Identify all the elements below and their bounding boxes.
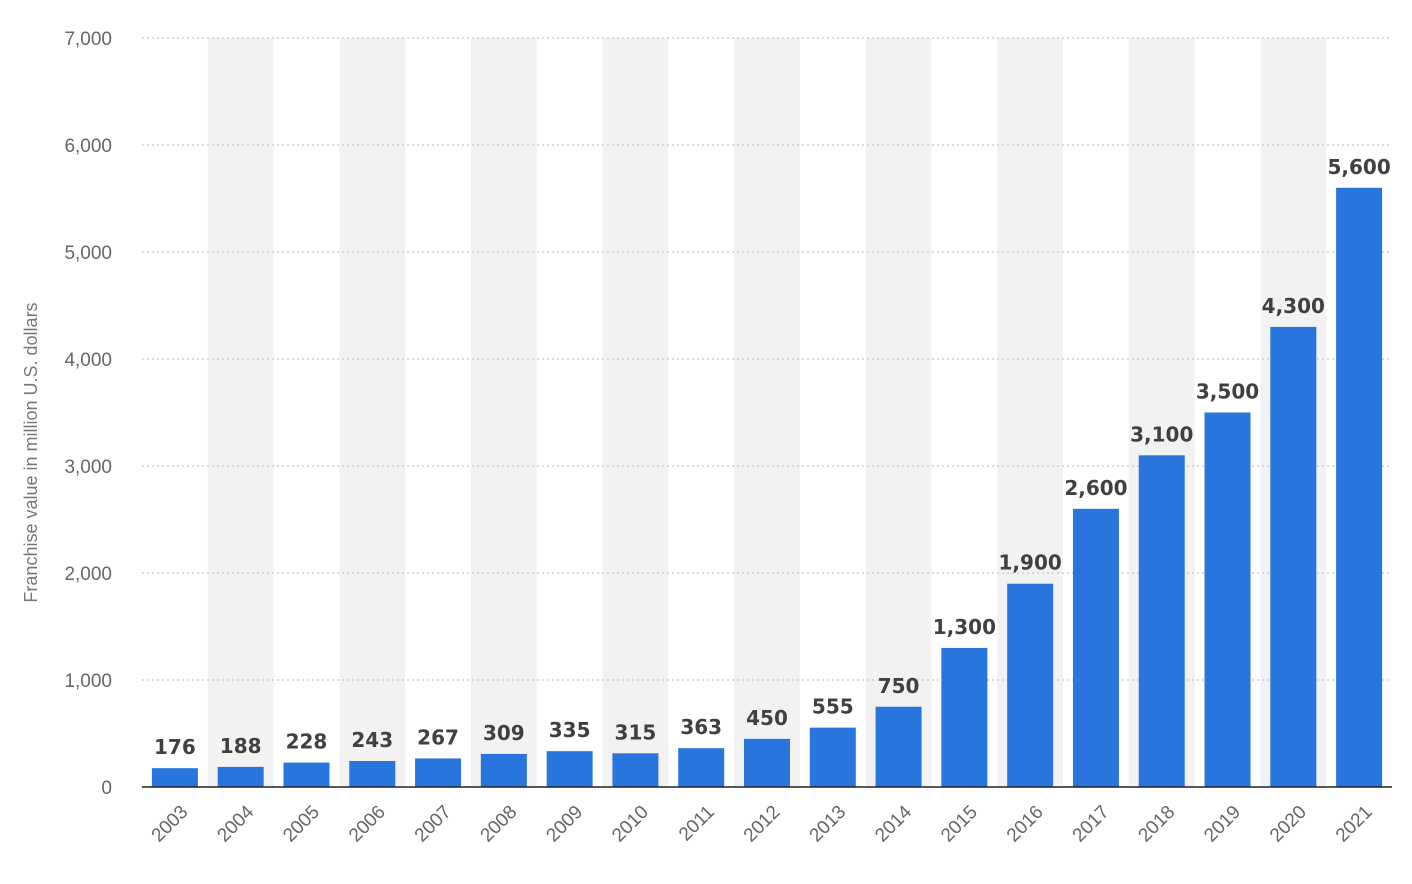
x-tick-label-2013: 2013 — [806, 802, 851, 847]
bar-2015[interactable] — [941, 647, 988, 787]
data-label-2015: 1,300 — [933, 615, 996, 639]
data-label-2020: 4,300 — [1262, 294, 1325, 318]
x-tick-label-2004: 2004 — [213, 801, 258, 846]
x-tick-label-2020: 2020 — [1266, 802, 1311, 847]
y-axis-title: Franchise value in million U.S. dollars — [21, 302, 41, 602]
data-label-2005: 228 — [286, 730, 328, 754]
y-tick-label: 1,000 — [64, 671, 112, 692]
bar-2008[interactable] — [480, 753, 527, 787]
y-tick-label: 7,000 — [64, 29, 112, 50]
y-tick-label: 6,000 — [64, 136, 112, 157]
data-label-2018: 3,100 — [1130, 422, 1193, 446]
x-tick-label-2018: 2018 — [1135, 802, 1180, 847]
band-2006 — [339, 38, 406, 787]
y-tick-label: 5,000 — [64, 243, 112, 264]
bar-2004[interactable] — [217, 766, 264, 787]
y-tick-label: 2,000 — [64, 564, 112, 585]
bar-2005[interactable] — [283, 762, 330, 787]
bar-2007[interactable] — [415, 758, 462, 787]
x-tick-label-2021: 2021 — [1332, 802, 1377, 847]
x-tick-label-2003: 2003 — [148, 802, 193, 847]
band-2004 — [207, 38, 274, 787]
band-2008 — [470, 38, 537, 787]
y-axis-ticks: 0 1,000 2,000 3,000 4,000 5,000 6,000 7,000 — [64, 29, 112, 799]
data-label-2013: 555 — [812, 695, 854, 719]
data-label-2014: 750 — [878, 674, 920, 698]
x-tick-label-2010: 2010 — [608, 802, 653, 847]
bar-2012[interactable] — [744, 738, 790, 787]
data-label-2021: 5,600 — [1327, 155, 1390, 179]
bar-2014[interactable] — [875, 706, 922, 787]
x-tick-label-2009: 2009 — [542, 802, 587, 847]
data-label-2003: 176 — [154, 735, 196, 759]
x-tick-label-2005: 2005 — [279, 802, 324, 847]
y-tick-label: 0 — [101, 778, 112, 799]
y-tick-label: 3,000 — [64, 457, 112, 478]
bar-2010[interactable] — [612, 753, 659, 787]
band-2010 — [602, 38, 669, 787]
data-label-2012: 450 — [746, 706, 788, 730]
data-label-2008: 309 — [483, 721, 525, 745]
x-tick-label-2017: 2017 — [1069, 802, 1114, 847]
bar-2021[interactable] — [1336, 187, 1383, 788]
band-2014 — [865, 38, 932, 787]
x-tick-label-2019: 2019 — [1200, 802, 1245, 847]
bar-2006[interactable] — [349, 760, 396, 787]
y-tick-label: 4,000 — [64, 350, 112, 371]
x-tick-label-2011: 2011 — [675, 802, 719, 846]
bar-2011[interactable] — [678, 748, 725, 787]
bar-2013[interactable] — [809, 727, 856, 787]
data-label-2016: 1,900 — [999, 551, 1062, 575]
data-label-2007: 267 — [417, 725, 459, 749]
x-tick-label-2016: 2016 — [1003, 802, 1048, 847]
x-tick-label-2015: 2015 — [937, 802, 982, 847]
x-tick-label-2006: 2006 — [345, 802, 390, 847]
data-label-2019: 3,500 — [1196, 380, 1259, 404]
data-labels: 176 188 228 243 267 309 335 315 363 450 555 750 1,30… — [154, 155, 1391, 759]
band-2012 — [734, 38, 800, 787]
x-tick-label-2007: 2007 — [411, 802, 456, 847]
bar-2017[interactable] — [1072, 508, 1119, 787]
bar-2003[interactable] — [151, 768, 198, 787]
data-label-2006: 243 — [351, 728, 393, 752]
data-label-2004: 188 — [220, 734, 262, 758]
x-tick-label-2014: 2014 — [871, 801, 916, 846]
x-tick-label-2012: 2012 — [740, 802, 785, 847]
bar-2019[interactable] — [1204, 412, 1251, 788]
data-label-2009: 335 — [549, 718, 591, 742]
x-axis-ticks: 2003 2004 2005 2006 2007 2008 2009 2010 2011 2012… — [148, 801, 1377, 846]
data-label-2010: 315 — [615, 720, 657, 744]
bar-2009[interactable] — [546, 751, 593, 787]
bar-2020[interactable] — [1270, 326, 1317, 787]
data-label-2017: 2,600 — [1064, 476, 1127, 500]
bar-2016[interactable] — [1007, 583, 1054, 787]
data-label-2011: 363 — [680, 715, 722, 739]
x-tick-label-2008: 2008 — [477, 802, 522, 847]
bar-2018[interactable] — [1138, 455, 1185, 787]
bars — [151, 187, 1383, 788]
